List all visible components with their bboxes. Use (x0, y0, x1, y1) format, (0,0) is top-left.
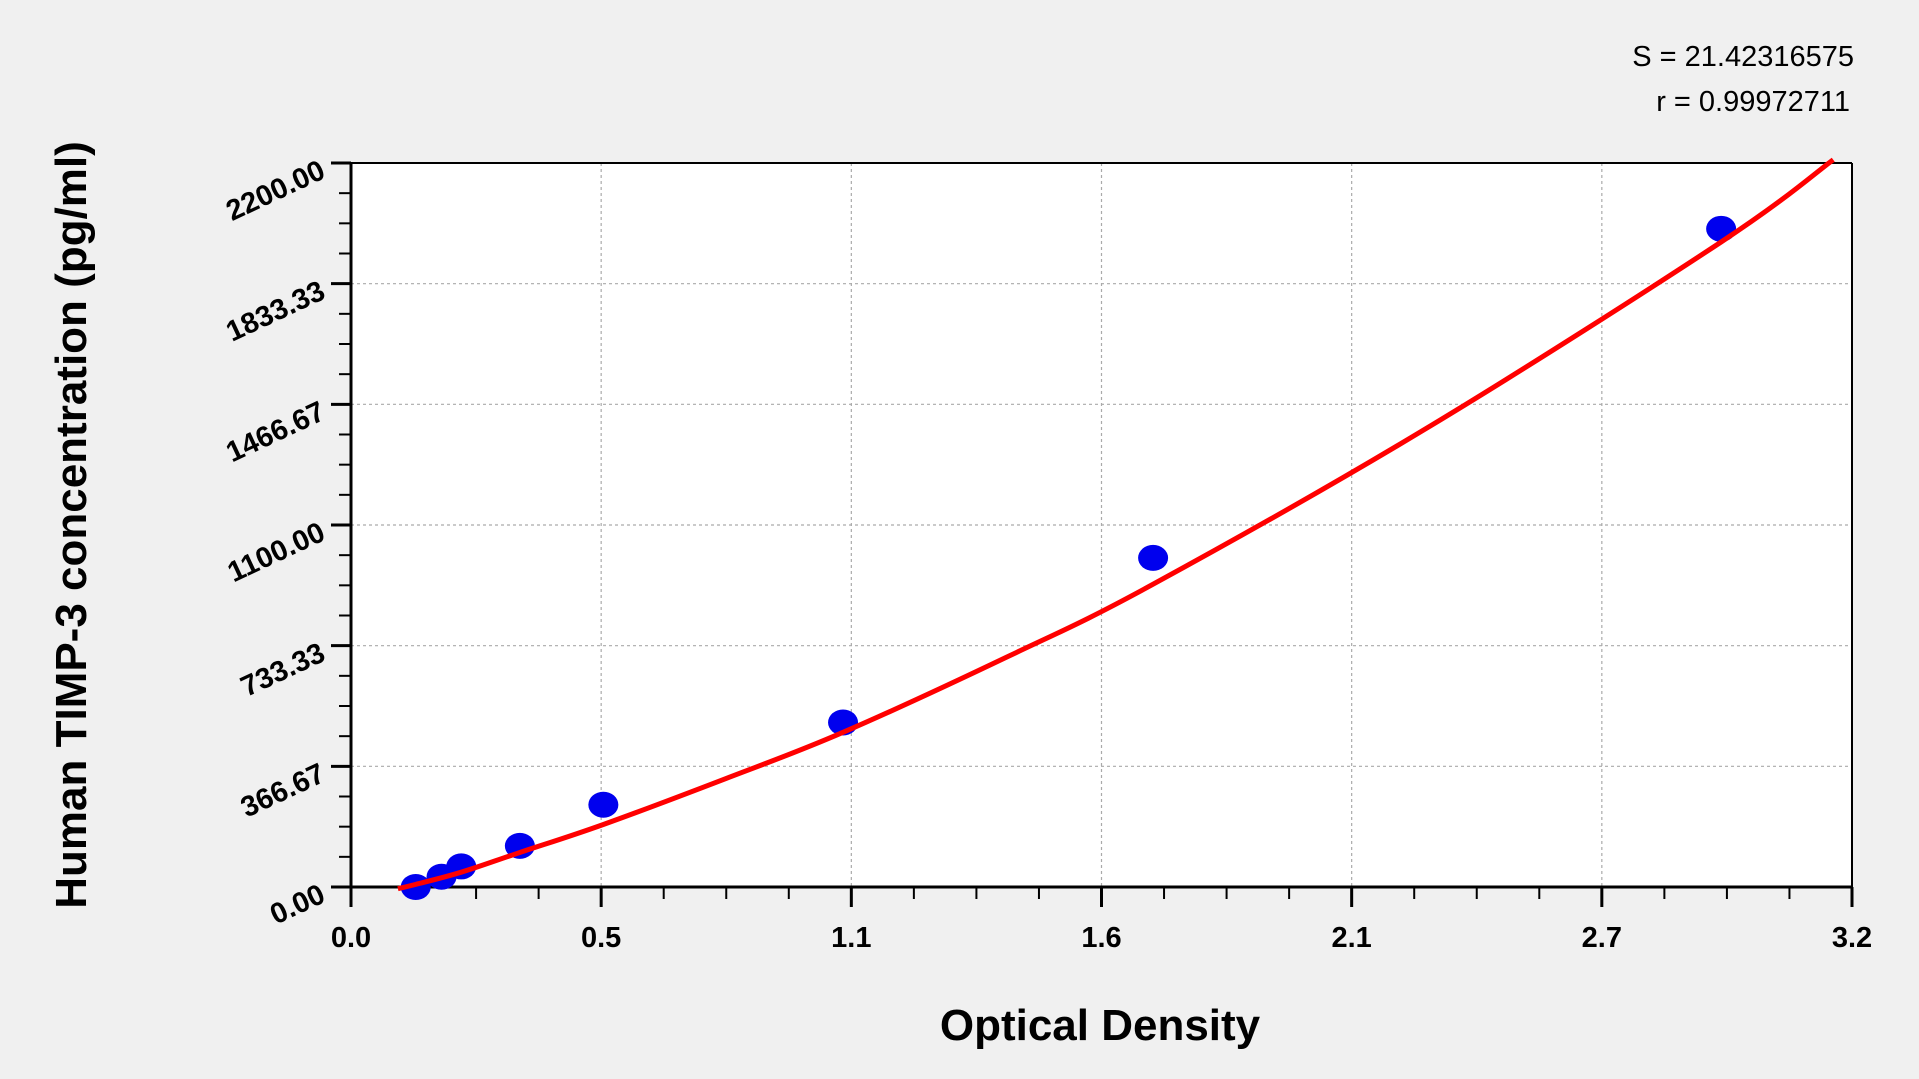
x-tick-label: 0.5 (581, 922, 621, 954)
r-statistic: r = 0.99972711 (1656, 86, 1850, 118)
x-tick-label: 1.6 (1081, 922, 1121, 954)
s-statistic: S = 21.42316575 (1632, 41, 1854, 73)
x-tick-label: 2.7 (1582, 922, 1622, 954)
y-tick-label: 366.67 (236, 758, 330, 824)
y-tick-label: 1100.00 (223, 516, 330, 589)
y-tick-label: 2200.00 (221, 154, 330, 227)
y-tick-label: 1833.33 (221, 275, 330, 348)
y-tick-label: 1466.67 (221, 396, 330, 469)
data-point (1138, 544, 1169, 571)
x-tick-label: 3.2 (1832, 922, 1872, 954)
grid (351, 163, 1852, 887)
fit-curve (397, 157, 1835, 892)
y-tick-label: 733.33 (236, 637, 330, 703)
y-axis-title: Human TIMP-3 concentration (pg/ml) (47, 141, 96, 909)
x-axis-title: Optical Density (940, 1001, 1261, 1050)
x-tick-label: 0.0 (331, 922, 371, 954)
y-tick-label: 0.00 (265, 878, 330, 931)
x-tick-label: 2.1 (1332, 922, 1372, 954)
y-tick-labels: 0.00 366.67 733.33 1100.00 1466.67 1833.33 220… (221, 154, 330, 931)
data-point (588, 791, 619, 818)
x-tick-labels: 0.0 0.5 1.1 1.6 2.1 2.7 3.2 (331, 922, 1872, 954)
x-tick-label: 1.1 (831, 922, 871, 954)
